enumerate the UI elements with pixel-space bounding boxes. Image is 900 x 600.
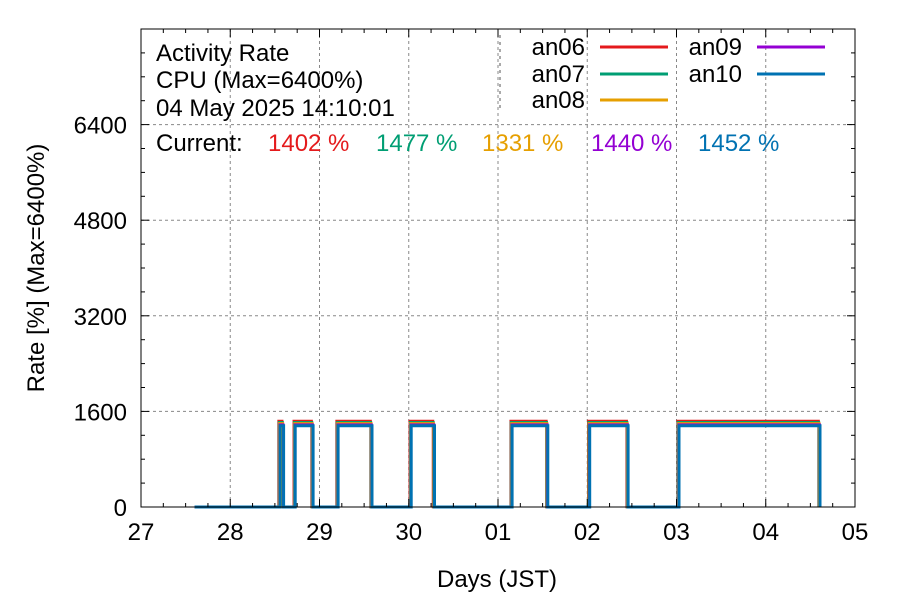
series-line-an10	[194, 424, 822, 509]
x-tick-label: 05	[842, 519, 869, 546]
legend-label-an08: an08	[532, 87, 585, 114]
x-tick-label: 27	[128, 519, 155, 546]
current-value-an07: 1477 %	[376, 130, 457, 157]
legend-label-an09: an09	[689, 34, 742, 61]
series-line-an09	[194, 423, 821, 509]
series-line-an07	[194, 420, 821, 509]
current-values: 1402 % 1477 % 1331 % 1440 % 1452 %	[268, 130, 779, 157]
y-tick-label: 1600	[74, 399, 127, 426]
x-tick-label: 02	[574, 519, 601, 546]
current-value-an08: 1331 %	[482, 130, 563, 157]
y-tick-label: 4800	[74, 208, 127, 235]
y-tick-label: 3200	[74, 304, 127, 331]
y-axis-label: Rate [%] (Max=6400%)	[23, 144, 50, 393]
x-axis-label: Days (JST)	[437, 566, 557, 593]
series-line-an06	[194, 419, 820, 509]
current-label: Current:	[156, 130, 243, 157]
x-tick-label: 30	[395, 519, 422, 546]
x-tick-label: 29	[306, 519, 333, 546]
x-tick-label: 28	[217, 519, 244, 546]
x-tick-label: 01	[485, 519, 512, 546]
y-tick-label: 6400	[74, 113, 127, 140]
series-line-an08	[194, 422, 821, 509]
title-line-3: 04 May 2025 14:10:01	[156, 95, 395, 122]
legend-label-an10: an10	[689, 61, 742, 88]
title-line-2: CPU (Max=6400%)	[156, 67, 363, 94]
axis-ticks: 27 28 29 30 01 02 03 04 05 0 1600 3200 4800 6400	[74, 28, 869, 546]
title-line-1: Activity Rate	[156, 40, 289, 67]
x-tick-label: 04	[752, 519, 779, 546]
x-tick-label: 03	[663, 519, 690, 546]
current-value-an09: 1440 %	[591, 130, 672, 157]
series-lines	[194, 419, 822, 509]
y-tick-label: 0	[114, 495, 127, 522]
legend-label-an07: an07	[532, 61, 585, 88]
current-value-an10: 1452 %	[698, 130, 779, 157]
current-value-an06: 1402 %	[268, 130, 349, 157]
legend-label-an06: an06	[532, 34, 585, 61]
